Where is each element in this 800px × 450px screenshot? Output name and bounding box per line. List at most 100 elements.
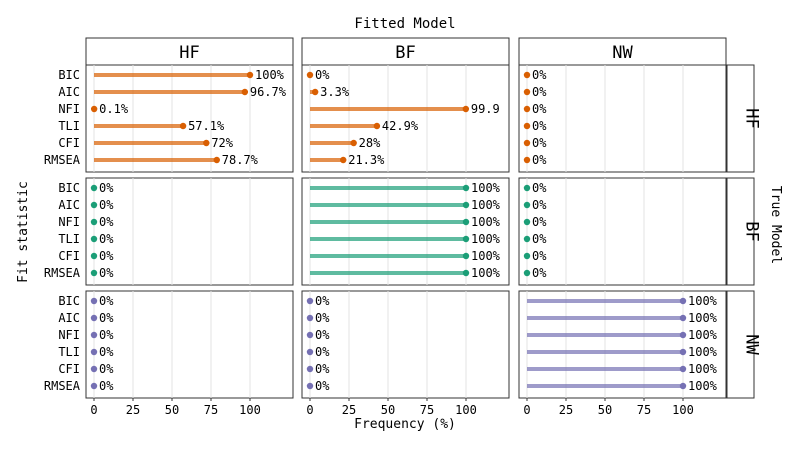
panel-nw-bf: 0% 0% 0% 0% 0% 0% xyxy=(301,290,510,399)
lollipop-point xyxy=(523,139,531,147)
x-tick-label: 75 xyxy=(637,403,651,417)
lollipop-point xyxy=(90,184,98,192)
x-tick-label: 100 xyxy=(672,403,694,417)
lollipop-point xyxy=(90,105,98,113)
lollipop-point xyxy=(306,382,314,390)
value-label: 0% xyxy=(99,345,114,359)
value-label: 100% xyxy=(471,198,501,212)
chart-title: Fitted Model xyxy=(354,16,455,32)
y-tick-label: RMSEA xyxy=(44,379,81,393)
panel-frame xyxy=(518,177,727,286)
x-tick-label: 75 xyxy=(204,403,218,417)
value-label: 100% xyxy=(688,362,718,376)
lollipop-point xyxy=(462,235,470,243)
strip-hf-right xyxy=(726,64,755,173)
panel-frame xyxy=(301,290,510,399)
lollipop-point xyxy=(340,156,347,164)
lollipop-point xyxy=(462,218,470,226)
value-label: 21.3% xyxy=(348,153,385,167)
strip-nw-right xyxy=(726,290,755,399)
x-tick-label: 25 xyxy=(559,403,573,417)
value-label: 100% xyxy=(688,328,718,342)
lollipop-point xyxy=(246,71,254,79)
lollipop-point xyxy=(523,269,531,277)
lollipop-point xyxy=(679,348,687,356)
panel-frame xyxy=(85,290,294,399)
value-label: 0% xyxy=(532,266,547,280)
x-tick-label: 100 xyxy=(455,403,477,417)
y-axis-title: Fit statistic xyxy=(16,181,31,283)
value-label: 0% xyxy=(532,181,547,195)
lollipop-point xyxy=(306,348,314,356)
panel-frame xyxy=(301,64,510,173)
lollipop-point xyxy=(203,139,210,147)
x-tick-label: 50 xyxy=(598,403,612,417)
lollipop-point xyxy=(350,139,357,147)
value-label: 78.7% xyxy=(222,153,259,167)
strip-bf-right xyxy=(726,177,755,286)
value-label: 3.3% xyxy=(320,85,350,99)
lollipop-point xyxy=(679,365,687,373)
panel-bf-bf: 100% 100% 100% 100% 100% 100% xyxy=(301,177,510,286)
y-tick-label: AIC xyxy=(58,85,80,99)
value-label: 0% xyxy=(532,102,547,116)
value-label: 0% xyxy=(315,294,330,308)
strip-nw-top xyxy=(518,37,727,66)
lollipop-point xyxy=(90,218,98,226)
value-label: 0% xyxy=(532,85,547,99)
lollipop-point xyxy=(90,382,98,390)
value-label: 0% xyxy=(99,311,114,325)
value-label: 100% xyxy=(471,232,501,246)
value-label: 0.1% xyxy=(99,102,129,116)
x-tick-label: 25 xyxy=(126,403,140,417)
value-label: 0% xyxy=(99,198,114,212)
x-tick-label: 0 xyxy=(523,403,530,417)
y-tick-label: CFI xyxy=(58,136,80,150)
value-label: 0% xyxy=(315,379,330,393)
panel-frame xyxy=(85,177,294,286)
value-label: 100% xyxy=(471,266,501,280)
value-label: 0% xyxy=(99,328,114,342)
strip-bf-top xyxy=(301,37,510,66)
lollipop-point xyxy=(523,184,531,192)
lollipop-point xyxy=(306,314,314,322)
value-label: 0% xyxy=(532,68,547,82)
value-label: 0% xyxy=(532,119,547,133)
lollipop-point xyxy=(213,156,220,164)
x-tick-label: 0 xyxy=(306,403,313,417)
y-tick-label: NFI xyxy=(58,328,80,342)
x-tick-label: 50 xyxy=(381,403,395,417)
panel-frame xyxy=(301,177,510,286)
value-label: 0% xyxy=(315,362,330,376)
value-label: 96.7% xyxy=(250,85,287,99)
value-label: 99.9 xyxy=(471,102,500,116)
lollipop-point xyxy=(241,88,249,96)
x-axis-title: Frequency (%) xyxy=(354,417,456,432)
value-label: 0% xyxy=(315,68,330,82)
value-label: 0% xyxy=(532,249,547,263)
value-label: 0% xyxy=(315,328,330,342)
value-label: 100% xyxy=(688,379,718,393)
lollipop-point xyxy=(311,88,319,96)
lollipop-point xyxy=(90,331,98,339)
lollipop-point xyxy=(90,269,98,277)
panel-nw-hf: 0% 0% 0% 0% 0% 0% xyxy=(85,290,294,399)
y-tick-label: CFI xyxy=(58,249,80,263)
value-label: 0% xyxy=(532,215,547,229)
right-axis-title: True Model xyxy=(768,186,783,264)
value-label: 100% xyxy=(255,68,285,82)
y-tick-label: TLI xyxy=(58,119,80,133)
strip-label-top: HF xyxy=(179,43,199,63)
lollipop-point xyxy=(462,184,470,192)
value-label: 100% xyxy=(688,311,718,325)
lollipop-point xyxy=(523,201,531,209)
panel-hf-nw: 0% 0% 0% 0% 0% 0% xyxy=(518,64,727,173)
value-label: 57.1% xyxy=(188,119,225,133)
lollipop-point xyxy=(523,88,531,96)
y-tick-label: AIC xyxy=(58,311,80,325)
y-tick-label: BIC xyxy=(58,68,80,82)
lollipop-point xyxy=(523,218,531,226)
panels-layer: HF BF NW HF BF NW 100% 96.7% 0.1% 57.1% 72% 78.7% BI… xyxy=(44,37,762,417)
lollipop-point xyxy=(523,156,531,164)
lollipop-point xyxy=(462,201,470,209)
